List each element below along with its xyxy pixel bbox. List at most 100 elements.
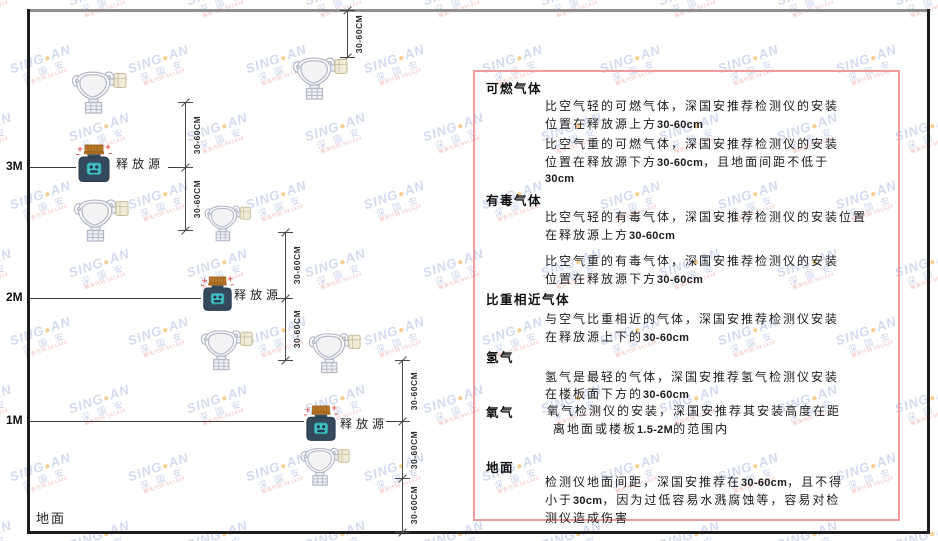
brand-dot-icon: ● — [101, 528, 113, 541]
release-source-icon — [200, 276, 234, 313]
brand-dot-icon: ● — [219, 256, 231, 269]
dimension-label: 30-60CM — [292, 245, 302, 285]
gas-detector-icon — [299, 443, 351, 486]
section-text-line: 检测仪地面间距，深国安推荐在30-60cm，且不得 — [545, 475, 844, 489]
brand-dot-icon: ● — [750, 52, 762, 65]
brand-dot-icon: ● — [219, 392, 231, 405]
brand-dot-icon: ● — [455, 120, 467, 133]
section-text-line: 在释放源上下的30-60cm — [545, 330, 690, 344]
brand-dot-icon: ● — [396, 188, 408, 201]
section-heading: 可燃气体 — [486, 82, 543, 96]
section-text-line: 氢气是最轻的气体，深国安推荐氢气检测仪安装 — [545, 370, 840, 384]
dimension-label: 30-60CM — [409, 371, 419, 410]
dimension-label: 30-60CM — [354, 14, 364, 53]
dimension-label: 30-60CM — [409, 485, 419, 525]
brand-dot-icon: ● — [278, 324, 290, 337]
level-label-1M: 1M — [6, 413, 23, 427]
brand-dot-icon: ● — [160, 324, 172, 337]
brand-dot-icon: ● — [101, 120, 113, 133]
brand-dot-icon: ● — [396, 52, 408, 65]
brand-dot-icon: ● — [632, 52, 644, 65]
section-text-line: 位置在释放源下方30-60cm，且地面间距不低于 — [545, 155, 830, 169]
source-connector-line — [168, 167, 184, 168]
release-source-label: 释放源 — [340, 417, 389, 431]
dimension-line — [347, 10, 348, 57]
brand-dot-icon: ● — [868, 52, 880, 65]
gas-detector-icon — [72, 194, 130, 242]
level-label-3M: 3M — [6, 159, 23, 173]
brand-dot-icon: ● — [455, 392, 467, 405]
dimension-label: 30-60CM — [409, 430, 419, 469]
brand-dot-icon: ● — [455, 256, 467, 269]
brand-dot-icon: ● — [101, 256, 113, 269]
brand-dot-icon: ● — [160, 188, 172, 201]
brand-dot-icon: ● — [219, 528, 231, 541]
brand-dot-icon: ● — [219, 120, 231, 133]
brand-dot-icon: ● — [278, 460, 290, 473]
level-line-1M — [29, 421, 304, 422]
ceiling-line — [27, 9, 930, 12]
brand-dot-icon: ● — [337, 392, 349, 405]
section-heading: 地面 — [486, 461, 515, 475]
section-text-line: 比空气重的可燃气体，深国安推荐检测仪的安装 — [545, 137, 840, 151]
brand-dot-icon: ● — [514, 52, 526, 65]
left-wall-line — [27, 9, 30, 534]
brand-dot-icon: ● — [455, 528, 467, 541]
section-text-line: 位置在释放源下方30-60cm — [545, 272, 704, 286]
brand-dot-icon: ● — [573, 528, 585, 541]
level-line-3M — [29, 167, 76, 168]
floor-line — [27, 531, 930, 534]
ground-label: 地面 — [36, 511, 67, 526]
section-text-line: 比空气轻的有毒气体，深国安推荐检测仪的安装位置 — [545, 210, 868, 224]
section-text-line: 30cm — [545, 173, 575, 185]
section-heading: 氢气 — [486, 351, 515, 365]
brand-dot-icon: ● — [337, 528, 349, 541]
brand-dot-icon: ● — [42, 52, 54, 65]
dimension-line — [402, 360, 403, 532]
gas-detector-icon — [307, 328, 362, 374]
level-line-2M — [29, 298, 201, 299]
brand-dot-icon: ● — [691, 528, 703, 541]
brand-dot-icon: ● — [278, 188, 290, 201]
release-source-label: 释放源 — [234, 288, 283, 302]
source-connector-line — [386, 421, 401, 422]
brand-dot-icon: ● — [42, 460, 54, 473]
section-text-line: 测仪造成伤害 — [545, 511, 630, 525]
brand-dot-icon: ● — [42, 188, 54, 201]
brand-dot-icon: ● — [160, 460, 172, 473]
level-label-2M: 2M — [6, 290, 23, 304]
release-source-label: 释放源 — [116, 157, 165, 171]
brand-dot-icon: ● — [396, 324, 408, 337]
section-text-line: 位置在释放源上方30-60cm — [545, 117, 704, 131]
brand-dot-icon: ● — [337, 256, 349, 269]
dimension-label: 30-60CM — [292, 309, 302, 349]
brand-dot-icon: ● — [160, 52, 172, 65]
gas-detector-icon — [291, 52, 349, 100]
gas-detector-icon — [203, 201, 252, 242]
